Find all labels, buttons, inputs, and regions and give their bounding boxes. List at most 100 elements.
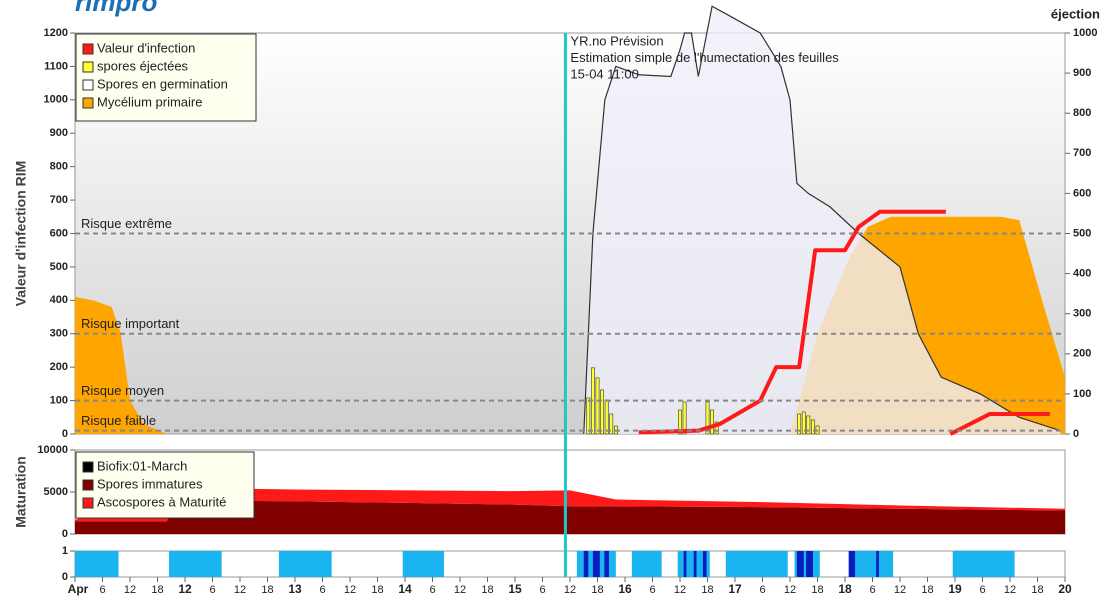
y2-tick-label: 900 [1073, 67, 1091, 79]
threshold-label: Risque important [81, 316, 180, 331]
y-tick-label: 1 [62, 545, 68, 557]
x-tick-label: 18 [371, 584, 383, 596]
y-tick-label: 800 [50, 161, 68, 173]
y-tick-label: 500 [50, 261, 68, 273]
y2-tick-label: 500 [1073, 227, 1091, 239]
x-tick-label: 6 [979, 584, 985, 596]
x-tick-label: 18 [151, 584, 163, 596]
y-tick-label: 100 [50, 394, 68, 406]
line [638, 209, 1050, 436]
x-tick-label: Apr [68, 582, 89, 596]
legend-label: Valeur d'infection [97, 40, 195, 55]
x-tick-label: 6 [429, 584, 435, 596]
wet-period [168, 551, 222, 577]
x-tick-label: 18 [1031, 584, 1043, 596]
y2-tick-label: 1000 [1073, 27, 1097, 39]
plot-background [74, 550, 1066, 578]
x-tick-label: 12 [894, 584, 906, 596]
y-tick-label: 1200 [44, 27, 68, 39]
legend-box [75, 33, 257, 122]
x-tick-label: 12 [344, 584, 356, 596]
wet-period [725, 551, 788, 577]
wet-period [604, 551, 609, 577]
bar [600, 389, 604, 435]
x-tick-label: 18 [701, 584, 713, 596]
y-tick-label: 300 [50, 328, 68, 340]
y2-tick-label: 0 [1073, 428, 1079, 440]
legend-swatch [82, 479, 94, 491]
wet-period [683, 551, 687, 577]
y-tick-label: 700 [50, 194, 68, 206]
annotation: Estimation simple de l'humectation des f… [570, 50, 839, 65]
x-tick-label: 18 [811, 584, 823, 596]
y-tick-label: 1000 [44, 94, 68, 106]
y-tick-label: 0 [62, 571, 68, 583]
bar [705, 401, 710, 435]
wet-period [402, 551, 444, 577]
annotation: 15-04 11:00 [570, 66, 638, 81]
x-tick-label: 18 [838, 582, 852, 596]
wet-period [693, 551, 697, 577]
y-tick-label: 900 [50, 127, 68, 139]
x-tick-label: 13 [288, 582, 302, 596]
legend-label: Ascospores à Maturité [97, 494, 226, 509]
x-tick-label: 18 [591, 584, 603, 596]
bar [714, 421, 719, 435]
x-tick-label: 6 [539, 584, 545, 596]
y-tick-label: 0 [62, 528, 68, 540]
y-tick-label: 200 [50, 361, 68, 373]
y2-tick-label: 300 [1073, 308, 1091, 320]
bar [609, 413, 614, 435]
x-tick-label: 16 [618, 582, 632, 596]
legend-swatch [82, 61, 94, 73]
line [583, 5, 1061, 435]
x-tick-label: 6 [869, 584, 875, 596]
x-tick-label: 6 [209, 584, 215, 596]
y-tick-label: 5000 [44, 486, 68, 498]
legend-label: spores éjectées [97, 58, 189, 73]
x-tick-label: 12 [564, 584, 576, 596]
x-tick-label: 12 [178, 582, 192, 596]
legend-swatch [82, 497, 94, 509]
bar [811, 419, 815, 435]
x-tick-label: 12 [234, 584, 246, 596]
y2-tick-label: 700 [1073, 147, 1091, 159]
x-tick-label: 14 [398, 582, 412, 596]
legend-swatch [82, 43, 94, 55]
x-tick-label: 6 [649, 584, 655, 596]
area [75, 487, 1065, 522]
logo: rimpro [75, 0, 157, 17]
wet-period [592, 551, 600, 577]
x-tick-label: 6 [319, 584, 325, 596]
threshold-label: Risque moyen [81, 383, 164, 398]
y-tick-label: 0 [62, 428, 68, 440]
threshold-label: Risque faible [81, 413, 156, 428]
x-tick-label: 18 [481, 584, 493, 596]
threshold-label: Risque extrême [81, 216, 172, 231]
wet-period [851, 551, 894, 577]
legend-label: Spores immatures [97, 476, 203, 491]
wet-period [876, 551, 879, 577]
x-tick-label: 17 [728, 582, 742, 596]
x-tick-label: 20 [1058, 582, 1072, 596]
legend-box [75, 451, 255, 519]
wet-period [631, 551, 662, 577]
bar [806, 415, 811, 435]
x-tick-label: 6 [759, 584, 765, 596]
y2-tick-label: 400 [1073, 268, 1091, 280]
legend-swatch [82, 97, 94, 109]
area [75, 500, 1065, 534]
wet-period [848, 551, 856, 577]
y-tick-label: 400 [50, 294, 68, 306]
wet-period [278, 551, 332, 577]
y-tick-label: 10000 [37, 444, 68, 456]
y-axis-label: Maturation [13, 456, 29, 528]
x-tick-label: 12 [454, 584, 466, 596]
x-tick-label: 12 [1004, 584, 1016, 596]
x-tick-label: 15 [508, 582, 522, 596]
y2-tick-label: 600 [1073, 187, 1091, 199]
wet-period [75, 551, 119, 577]
y2-tick-label: 800 [1073, 107, 1091, 119]
legend-swatch [82, 461, 94, 473]
